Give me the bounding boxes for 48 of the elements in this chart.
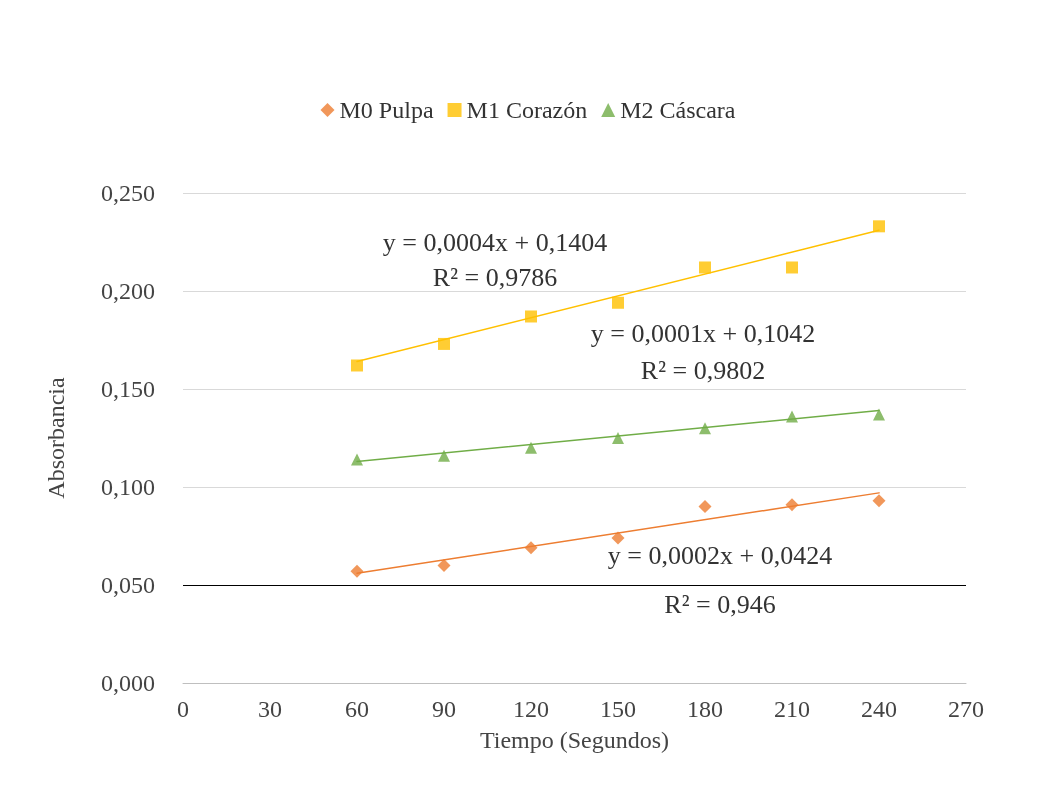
point bbox=[525, 310, 537, 323]
legend-label: M1 Corazón bbox=[466, 97, 588, 123]
x-tick-label: 240 bbox=[861, 696, 897, 722]
point bbox=[437, 558, 451, 572]
annotation: y = 0,0004x + 0,1404 bbox=[382, 227, 608, 257]
x-tick-label: 30 bbox=[258, 696, 282, 722]
point bbox=[612, 296, 624, 309]
legend-label: M2 Cáscara bbox=[620, 97, 736, 123]
point bbox=[351, 453, 363, 466]
x-tick-label: 0 bbox=[177, 696, 189, 722]
legend-label: M0 Pulpa bbox=[339, 97, 434, 123]
y-tick-label: 0,150 bbox=[101, 376, 155, 402]
x-tick-label: 180 bbox=[687, 696, 723, 722]
y-tick-label: 0,250 bbox=[101, 180, 155, 206]
point bbox=[438, 337, 450, 350]
point bbox=[698, 500, 712, 514]
annotation: R² = 0,9786 bbox=[432, 262, 558, 292]
y-tick-label: 0,050 bbox=[101, 572, 155, 598]
x-tick-label: 150 bbox=[600, 696, 636, 722]
y-tick-label: 0,200 bbox=[101, 278, 155, 304]
y-axis-title: Absorbancia bbox=[43, 377, 69, 499]
point bbox=[438, 449, 450, 462]
point bbox=[786, 261, 798, 274]
point bbox=[786, 410, 798, 423]
point bbox=[350, 564, 364, 578]
point bbox=[524, 541, 538, 555]
x-axis-title: Tiempo (Segundos) bbox=[479, 727, 670, 753]
annotation: y = 0,0001x + 0,1042 bbox=[590, 318, 816, 348]
point bbox=[525, 441, 537, 454]
point bbox=[873, 220, 885, 233]
point bbox=[699, 422, 711, 435]
x-tick-label: 120 bbox=[513, 696, 549, 722]
y-tick-label: 0,100 bbox=[101, 474, 155, 500]
y-tick-label: 0,000 bbox=[101, 670, 155, 696]
point bbox=[872, 494, 886, 508]
annotation: R² = 0,9802 bbox=[640, 355, 766, 385]
x-tick-label: 60 bbox=[345, 696, 369, 722]
point bbox=[611, 531, 625, 545]
x-tick-label: 90 bbox=[432, 696, 456, 722]
annotation: R² = 0,946 bbox=[664, 589, 776, 619]
point bbox=[785, 498, 799, 512]
point bbox=[351, 359, 363, 372]
annotation: y = 0,0002x + 0,0424 bbox=[607, 540, 833, 570]
x-tick-label: 210 bbox=[774, 696, 810, 722]
point bbox=[699, 261, 711, 274]
point bbox=[612, 432, 624, 444]
point bbox=[873, 408, 885, 421]
x-tick-label: 270 bbox=[948, 696, 984, 722]
